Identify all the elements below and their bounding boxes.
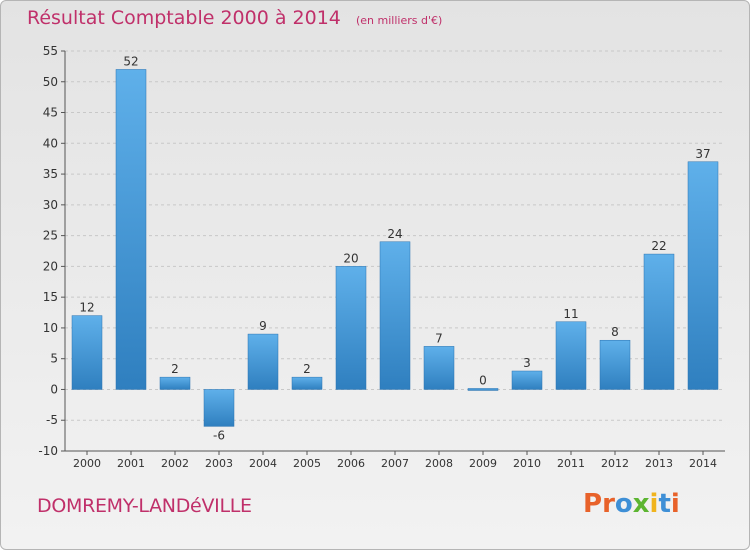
x-tick-label: 2003 [205, 457, 233, 470]
y-tick-label: 55 [43, 44, 58, 58]
y-tick-label: 15 [43, 290, 58, 304]
logo-letter: r [602, 489, 615, 519]
y-tick-label: 0 [50, 382, 58, 396]
logo-letter: i [670, 489, 680, 519]
bar-value-label: 2 [303, 362, 311, 376]
y-tick-label: 10 [43, 321, 58, 335]
bar [599, 339, 631, 390]
bar-value-label: 9 [259, 319, 267, 333]
x-tick-label: 2008 [425, 457, 453, 470]
x-tick-label: 2010 [513, 457, 541, 470]
bar [291, 376, 323, 390]
bar [555, 321, 587, 390]
bar-value-label: 8 [611, 325, 619, 339]
x-tick-label: 2000 [73, 457, 101, 470]
x-tick-label: 2007 [381, 457, 409, 470]
y-tick-label: 5 [50, 352, 58, 366]
logo-letter: t [658, 489, 671, 519]
bar [335, 266, 367, 390]
x-tick-label: 2005 [293, 457, 321, 470]
chart-title: Résultat Comptable 2000 à 2014 [27, 7, 341, 29]
bar [643, 253, 675, 390]
logo-letter: P [583, 489, 603, 519]
y-tick-label: 35 [43, 167, 58, 181]
bar-value-label: -6 [213, 428, 225, 442]
x-tick-label: 2002 [161, 457, 189, 470]
bar [379, 241, 411, 390]
bar [687, 161, 719, 390]
y-tick-label: -10 [38, 444, 58, 458]
bar-value-label: 12 [79, 301, 94, 315]
x-tick-label: 2009 [469, 457, 497, 470]
chart-subtitle: (en milliers d'€) [355, 14, 443, 27]
bar-value-label: 52 [123, 54, 138, 68]
bar [115, 69, 147, 390]
bar [203, 389, 235, 427]
proxiti-logo: Proxiti [583, 489, 680, 519]
y-tick-label: 25 [43, 229, 58, 243]
bar [159, 376, 191, 390]
bar-value-label: 37 [695, 147, 710, 161]
y-tick-label: 30 [43, 198, 58, 212]
x-tick-label: 2004 [249, 457, 277, 470]
x-tick-label: 2013 [645, 457, 673, 470]
bar [467, 388, 499, 391]
y-tick-label: 50 [43, 75, 58, 89]
logo-letter: o [614, 489, 633, 519]
bar [247, 333, 279, 390]
bar-value-label: 24 [387, 227, 402, 241]
y-tick-label: 45 [43, 106, 58, 120]
x-tick-label: 2001 [117, 457, 145, 470]
bar-value-label: 2 [171, 362, 179, 376]
y-tick-label: -5 [46, 413, 58, 427]
bar-value-label: 22 [651, 239, 666, 253]
title-row: Résultat Comptable 2000 à 2014 (en milli… [27, 7, 442, 29]
y-tick-label: 20 [43, 259, 58, 273]
y-tick-label: 40 [43, 136, 58, 150]
logo-letter: x [632, 489, 650, 519]
bar-value-label: 3 [523, 356, 531, 370]
bar [511, 370, 543, 390]
bar-value-label: 20 [343, 251, 358, 265]
x-tick-label: 2006 [337, 457, 365, 470]
bar-value-label: 11 [563, 307, 578, 321]
x-tick-label: 2012 [601, 457, 629, 470]
commune-name: DOMREMY-LANDéVILLE [37, 495, 252, 517]
bar [71, 315, 103, 390]
bar-value-label: 7 [435, 331, 443, 345]
x-tick-label: 2011 [557, 457, 585, 470]
bar-value-label: 0 [479, 373, 487, 387]
bar [423, 346, 455, 390]
x-tick-label: 2014 [689, 457, 717, 470]
logo-letter: i [649, 489, 659, 519]
